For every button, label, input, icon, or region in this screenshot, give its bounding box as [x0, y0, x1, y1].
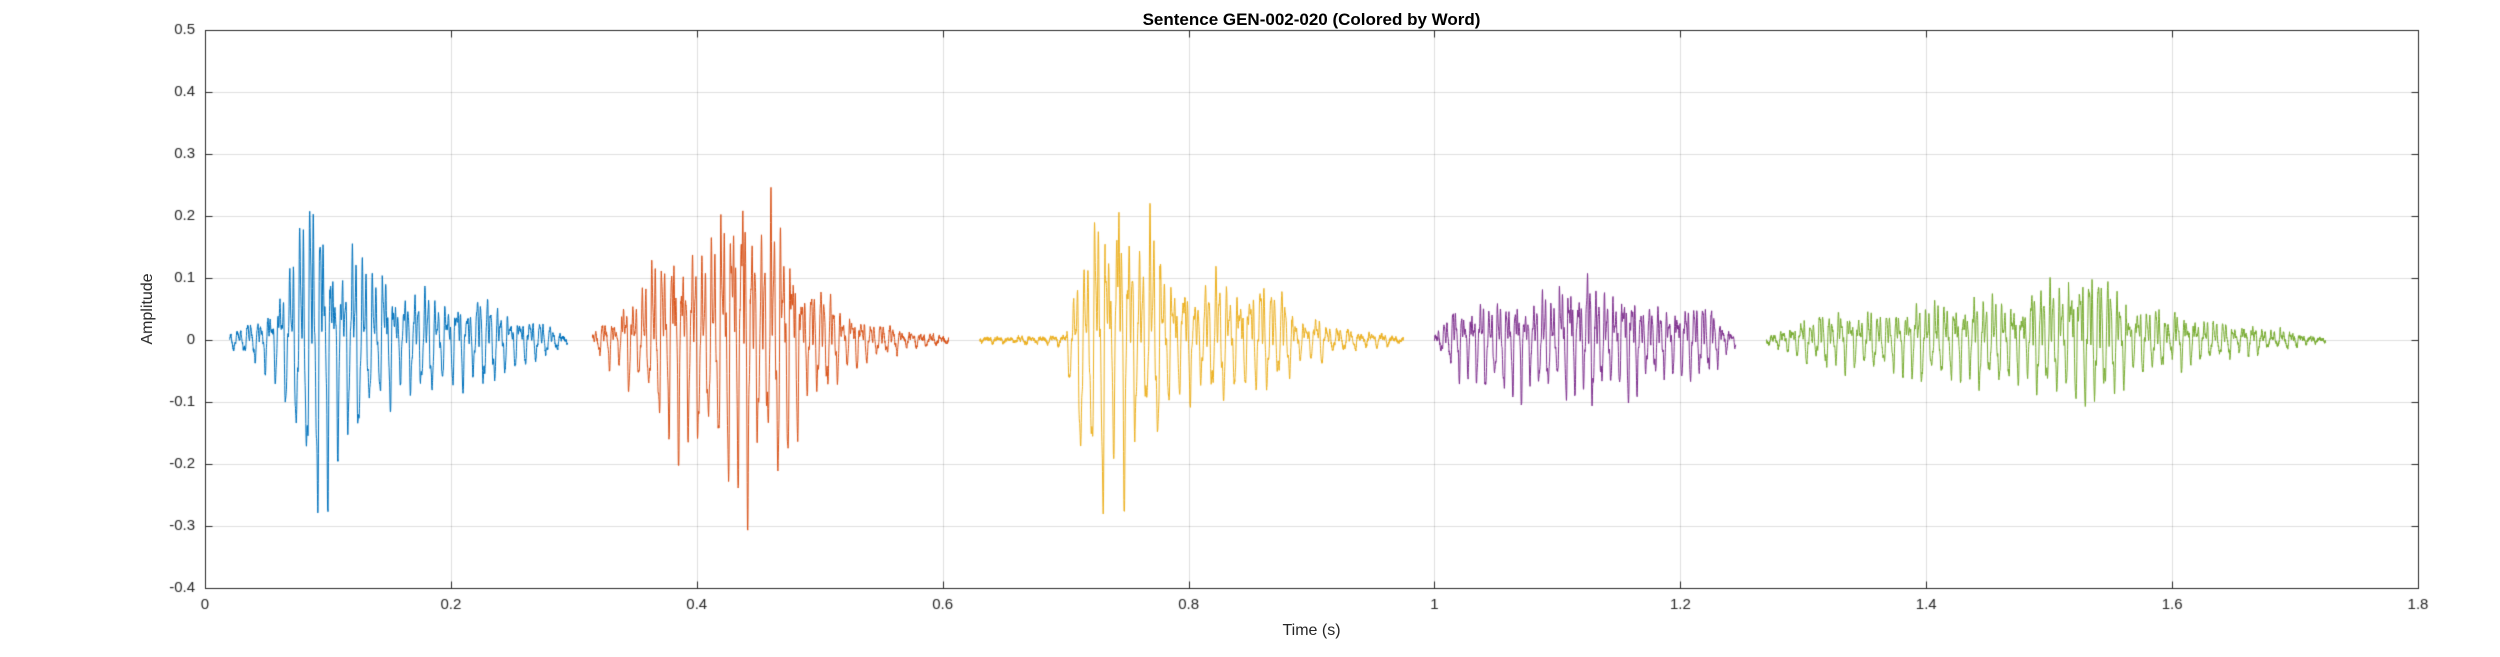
- x-axis-label: Time (s): [1282, 622, 1341, 639]
- y-axis-label: Amplitude: [139, 273, 156, 345]
- chart-title: Sentence GEN-002-020 (Colored by Word): [1142, 10, 1481, 29]
